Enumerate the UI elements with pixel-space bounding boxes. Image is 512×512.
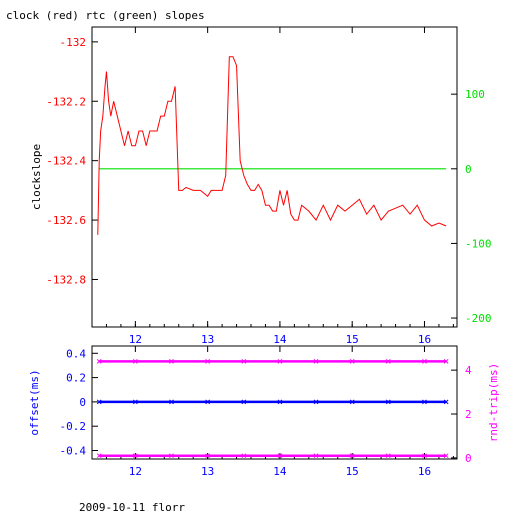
offset-point xyxy=(241,399,247,405)
rnd-trip-high-point xyxy=(205,359,210,364)
rnd-trip-low-point xyxy=(443,453,449,459)
clock-slope-line xyxy=(97,56,447,235)
bottom-y-tick-label: 0.2 xyxy=(66,372,86,385)
bottom-x-tick-label: 16 xyxy=(418,465,431,478)
offset-point xyxy=(205,399,210,405)
rnd-trip-low-point xyxy=(241,453,247,459)
bottom-plot-frame xyxy=(91,345,458,460)
top-y2-tick-label: 0 xyxy=(465,163,472,176)
top-y-tick-label: -132.6 xyxy=(46,214,86,227)
bottom-x-tick-label: 13 xyxy=(201,465,214,478)
top-x-tick-label: 14 xyxy=(273,333,287,346)
offset-point xyxy=(385,399,391,405)
rnd-trip-high-point xyxy=(313,359,319,364)
top-x-tick-label: 15 xyxy=(346,333,359,346)
bottom-x-tick-label: 14 xyxy=(273,465,287,478)
footer-label: 2009-10-11 florr xyxy=(79,501,185,512)
offset-point xyxy=(313,399,319,405)
top-y2-tick-label: -100 xyxy=(465,237,492,250)
top-y-tick-label: -132.8 xyxy=(46,273,86,286)
top-x-tick-label: 13 xyxy=(201,333,214,346)
offset-point xyxy=(277,399,283,405)
offset-point xyxy=(349,399,355,405)
bottom-y-tick-label: 0.4 xyxy=(66,347,86,360)
top-plot-frame xyxy=(91,26,458,328)
top-chart: 12 13 14 15 16 -132 -132.2 -132.4 -132.6 -132.8 10… xyxy=(30,26,492,346)
rnd-trip-high-point xyxy=(349,359,355,364)
rnd-trip-high-point xyxy=(133,359,138,364)
offset-point xyxy=(133,399,138,405)
chart-title: clock (red) rtc (green) slopes xyxy=(6,9,205,22)
top-x-tick-label: 16 xyxy=(418,333,431,346)
bottom-y-tick-label: 0 xyxy=(79,396,86,409)
bottom-chart: 12 13 14 15 16 0.4 0.2 0 -0.2 -0.4 4 2 0 offset(ms) rn… xyxy=(28,345,500,478)
rnd-trip-low-point xyxy=(349,453,355,459)
bottom-y-tick-label: -0.4 xyxy=(60,444,87,457)
bottom-x-tick-label: 15 xyxy=(346,465,359,478)
top-y-tick-label: -132.2 xyxy=(46,95,86,108)
rnd-trip-low-point xyxy=(96,453,102,459)
top-y-tick-label: -132.4 xyxy=(46,155,86,168)
bottom-y2-axis-label: rnd-trip(ms) xyxy=(487,363,500,442)
rnd-trip-high-point xyxy=(385,359,391,364)
offset-point xyxy=(443,399,449,405)
bottom-y2-tick-label: 0 xyxy=(465,452,472,465)
rnd-trip-low-point xyxy=(133,453,138,459)
rnd-trip-low-point xyxy=(169,453,174,459)
rnd-trip-high-point xyxy=(96,359,102,364)
top-y-axis-label: clockslope xyxy=(30,144,43,210)
rnd-trip-high-point xyxy=(422,359,427,364)
bottom-x-tick-label: 12 xyxy=(129,465,142,478)
offset-point xyxy=(169,399,174,405)
top-y2-tick-label: 100 xyxy=(465,88,485,101)
rnd-trip-low-point xyxy=(313,453,319,459)
rnd-trip-low-point xyxy=(422,453,427,459)
rnd-trip-high-point xyxy=(277,359,283,364)
rnd-trip-high-point xyxy=(241,359,247,364)
offset-point xyxy=(96,399,102,405)
top-x-tick-label: 12 xyxy=(129,333,142,346)
top-y-tick-label: -132 xyxy=(60,36,87,49)
bottom-y2-tick-label: 4 xyxy=(465,364,472,377)
rnd-trip-high-point xyxy=(169,359,174,364)
bottom-y2-tick-label: 2 xyxy=(465,408,472,421)
offset-point xyxy=(422,399,427,405)
bottom-y-axis-label: offset(ms) xyxy=(28,369,41,435)
rnd-trip-low-point xyxy=(277,453,283,459)
rnd-trip-high-point xyxy=(443,359,449,364)
rnd-trip-low-point xyxy=(385,453,391,459)
rnd-trip-low-point xyxy=(205,453,210,459)
bottom-y-tick-label: -0.2 xyxy=(60,420,87,433)
top-y2-tick-label: -200 xyxy=(465,312,492,325)
